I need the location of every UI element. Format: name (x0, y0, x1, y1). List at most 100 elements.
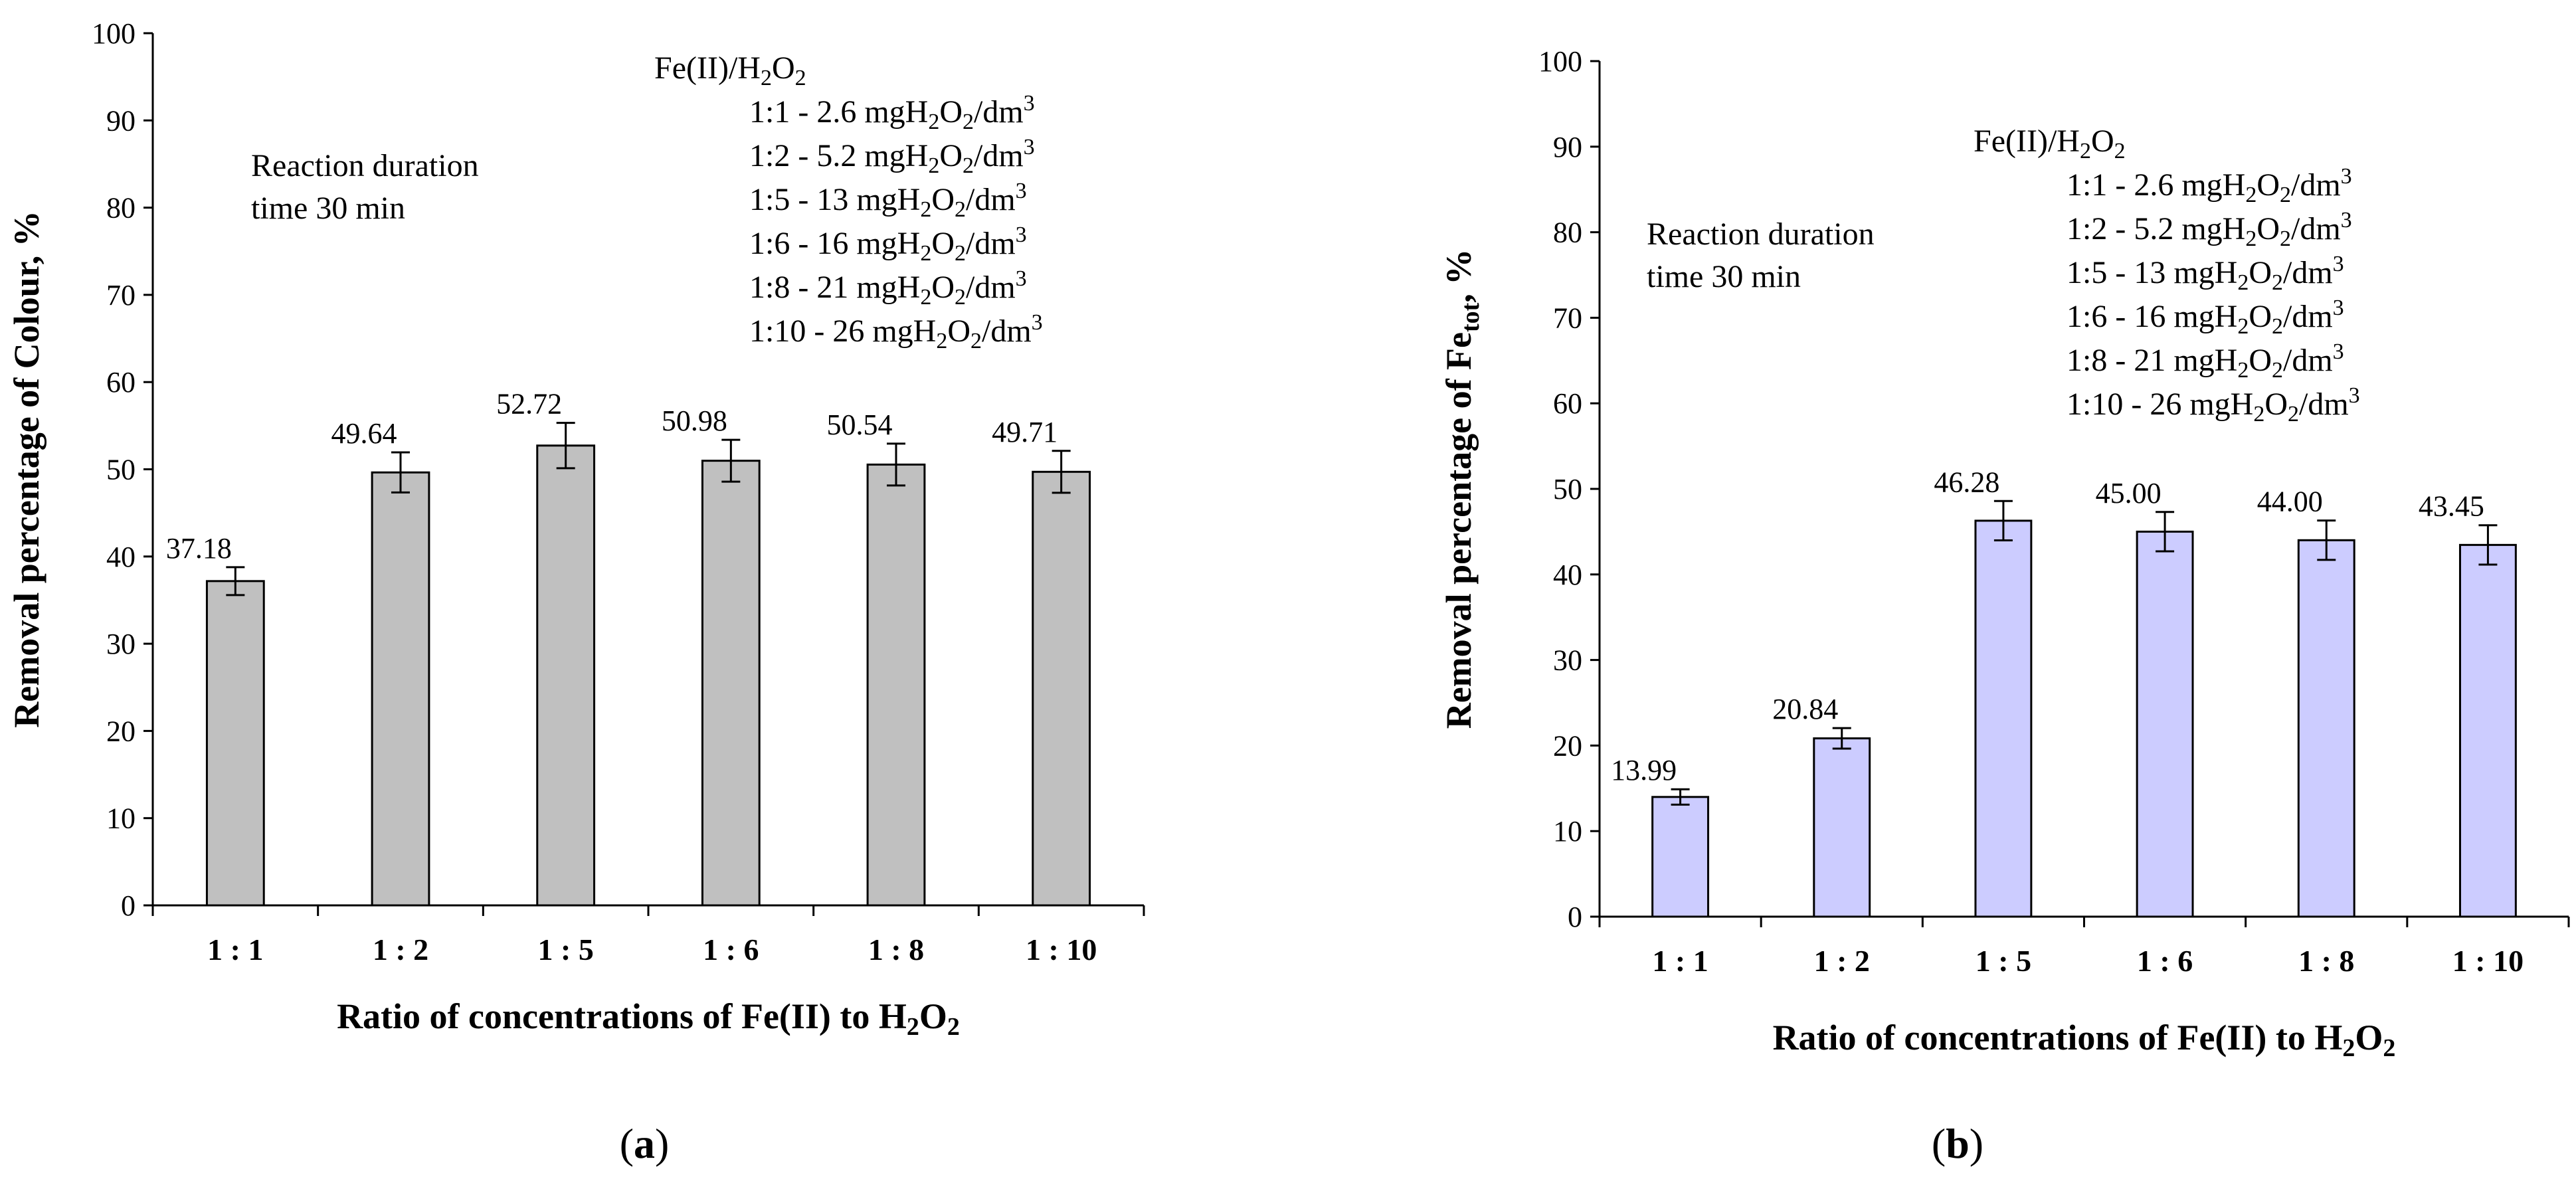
legend-line-exp: 3 (2349, 383, 2360, 408)
category-label-b-5: 1 : 10 (2452, 944, 2524, 978)
iron-removal-chart: 0 10 20 30 40 50 60 70 80 90 100 13.99 1 : 1 20.84 1 :… (1439, 45, 2570, 1167)
legend-line-sub2: 2 (963, 153, 974, 178)
legend-line-unit: /dm (966, 182, 1016, 217)
y-axis-title-sub: tot (1457, 302, 1485, 332)
legend-line-prefix: 1:2 - 5.2 mgH (2067, 211, 2245, 246)
y-tick-label-20: 20 (1553, 729, 1582, 762)
y-tick-label-80: 80 (1553, 217, 1582, 249)
x-axis-title-main: Ratio of concentrations of Fe(II) to H (337, 996, 907, 1036)
legend-line-sub1: 2 (2237, 314, 2249, 339)
y-axis-title-tail: , % (1439, 249, 1479, 303)
x-axis-title-o: O (2355, 1018, 2383, 1057)
data-label-a-0: 37.18 (166, 532, 232, 565)
data-label-a-1: 49.64 (331, 417, 397, 450)
data-label-a-5: 49.71 (992, 416, 1058, 448)
data-label-b-1: 20.84 (1772, 693, 1838, 725)
legend-line-prefix: 1:1 - 2.6 mgH (2067, 167, 2245, 203)
legend-line-b-5: 1:10 - 26 mgH2O2/dm3 (2067, 383, 2360, 426)
legend-line-b-0: 1:1 - 2.6 mgH2O2/dm3 (2067, 164, 2352, 207)
bar-b-4 (2297, 539, 2355, 918)
chart-panel-a: 0 10 20 30 40 50 60 70 80 90 100 37.18 1 : 1 49.64 1 :… (7, 17, 1145, 1167)
legend-line-unit: /dm (2291, 211, 2341, 246)
x-axis-title-sub2: 2 (2383, 1034, 2395, 1062)
y-tick-label-10: 10 (1553, 815, 1582, 848)
legend-line-o: O (931, 270, 955, 305)
legend-line-sub2: 2 (2272, 270, 2283, 295)
category-label-b-2: 1 : 5 (1976, 944, 2031, 978)
y-tick-label-20: 20 (106, 715, 136, 747)
legend-line-o: O (2256, 167, 2280, 203)
y-tick-label-60: 60 (1553, 387, 1582, 420)
legend-line-unit: /dm (2283, 299, 2333, 334)
x-axis-title-sub1: 2 (907, 1013, 919, 1041)
y-tick-label-70: 70 (106, 279, 136, 312)
legend-line-o: O (2256, 211, 2280, 246)
category-label-a-4: 1 : 8 (868, 933, 924, 966)
bar-b-3 (2136, 530, 2194, 918)
legend-line-unit: /dm (2291, 167, 2341, 203)
y-tick-label-50: 50 (106, 454, 136, 486)
legend-title-b: Fe(II)/H2O2 (1974, 124, 2126, 163)
data-label-b-0: 13.99 (1611, 754, 1677, 786)
legend-line-prefix: 1:10 - 26 mgH (2067, 387, 2253, 422)
category-label-b-0: 1 : 1 (1652, 944, 1708, 978)
data-label-a-3: 50.98 (662, 405, 727, 437)
category-label-a-3: 1 : 6 (703, 933, 759, 966)
y-tick-label-0: 0 (1568, 901, 1582, 933)
legend-line-sub2: 2 (2280, 183, 2291, 207)
x-axis-title: Ratio of concentrations of Fe(II) to H2O… (1773, 1018, 2396, 1062)
data-label-a-2: 52.72 (496, 388, 562, 420)
legend-line-exp: 3 (1016, 179, 1027, 203)
y-tick-label-90: 90 (106, 104, 136, 137)
legend-line-a-5: 1:10 - 26 mgH2O2/dm3 (749, 310, 1043, 353)
legend-line-a-0: 1:1 - 2.6 mgH2O2/dm3 (749, 91, 1035, 134)
bar-a-1 (371, 471, 430, 907)
legend-title-o: O (772, 50, 795, 86)
legend-line-exp: 3 (1024, 135, 1035, 159)
bar-a-4 (866, 463, 926, 907)
legend-line-prefix: 1:10 - 26 mgH (749, 314, 936, 349)
y-axis-title: Removal percentage of Colour, % (7, 211, 46, 727)
legend-line-unit: /dm (974, 94, 1024, 130)
legend-line-unit: /dm (2299, 387, 2349, 422)
legend-line-prefix: 1:2 - 5.2 mgH (749, 138, 928, 173)
legend-line-sub1: 2 (928, 110, 939, 134)
legend-line-o: O (947, 314, 970, 349)
legend-line-unit: /dm (2283, 255, 2333, 290)
legend-line-o: O (931, 226, 955, 261)
legend-line-sub1: 2 (920, 285, 931, 310)
legend-line-exp: 3 (2341, 164, 2352, 189)
legend-line-sub2: 2 (2272, 358, 2283, 383)
y-tick-label-40: 40 (106, 541, 136, 573)
legend-line-sub2: 2 (963, 110, 974, 134)
legend-line-o: O (931, 182, 955, 217)
panel-label-open: ( (620, 1120, 634, 1167)
legend-line-prefix: 1:8 - 21 mgH (2067, 343, 2237, 378)
legend-title-o: O (2091, 124, 2114, 159)
data-label-b-3: 45.00 (2096, 477, 2162, 509)
legend-line-sub2: 2 (2272, 314, 2283, 339)
legend-line-unit: /dm (966, 226, 1016, 261)
legend-line-o: O (2264, 387, 2288, 422)
legend-line-prefix: 1:8 - 21 mgH (749, 270, 920, 305)
legend-line-exp: 3 (1032, 310, 1043, 335)
bar-a-3 (701, 460, 761, 907)
legend-line-sub1: 2 (2245, 183, 2256, 207)
legend-line-unit: /dm (2283, 343, 2333, 378)
legend-line-prefix: 1:1 - 2.6 mgH (749, 94, 928, 130)
legend-title-sub1: 2 (761, 66, 772, 90)
legend-line-o: O (2249, 255, 2272, 290)
legend-line-b-3: 1:6 - 16 mgH2O2/dm3 (2067, 296, 2344, 339)
chart-panel-b: 0 10 20 30 40 50 60 70 80 90 100 13.99 1 : 1 20.84 1 :… (1288, 0, 2576, 1187)
legend-title-sub2: 2 (795, 66, 806, 90)
data-label-b-4: 44.00 (2257, 486, 2323, 518)
colour-removal-chart: 0 10 20 30 40 50 60 70 80 90 100 37.18 1 : 1 49.64 1 :… (7, 17, 1145, 1167)
panel-label-b: (b) (1932, 1120, 1983, 1167)
legend-line-a-4: 1:8 - 21 mgH2O2/dm3 (749, 266, 1027, 310)
legend-line-prefix: 1:5 - 13 mgH (749, 182, 920, 217)
legend-line-sub2: 2 (955, 197, 966, 222)
legend-line-exp: 3 (1016, 223, 1027, 247)
x-axis-title-o: O (919, 996, 947, 1036)
legend-line-b-1: 1:2 - 5.2 mgH2O2/dm3 (2067, 208, 2352, 251)
legend-line-exp: 3 (1024, 91, 1035, 116)
